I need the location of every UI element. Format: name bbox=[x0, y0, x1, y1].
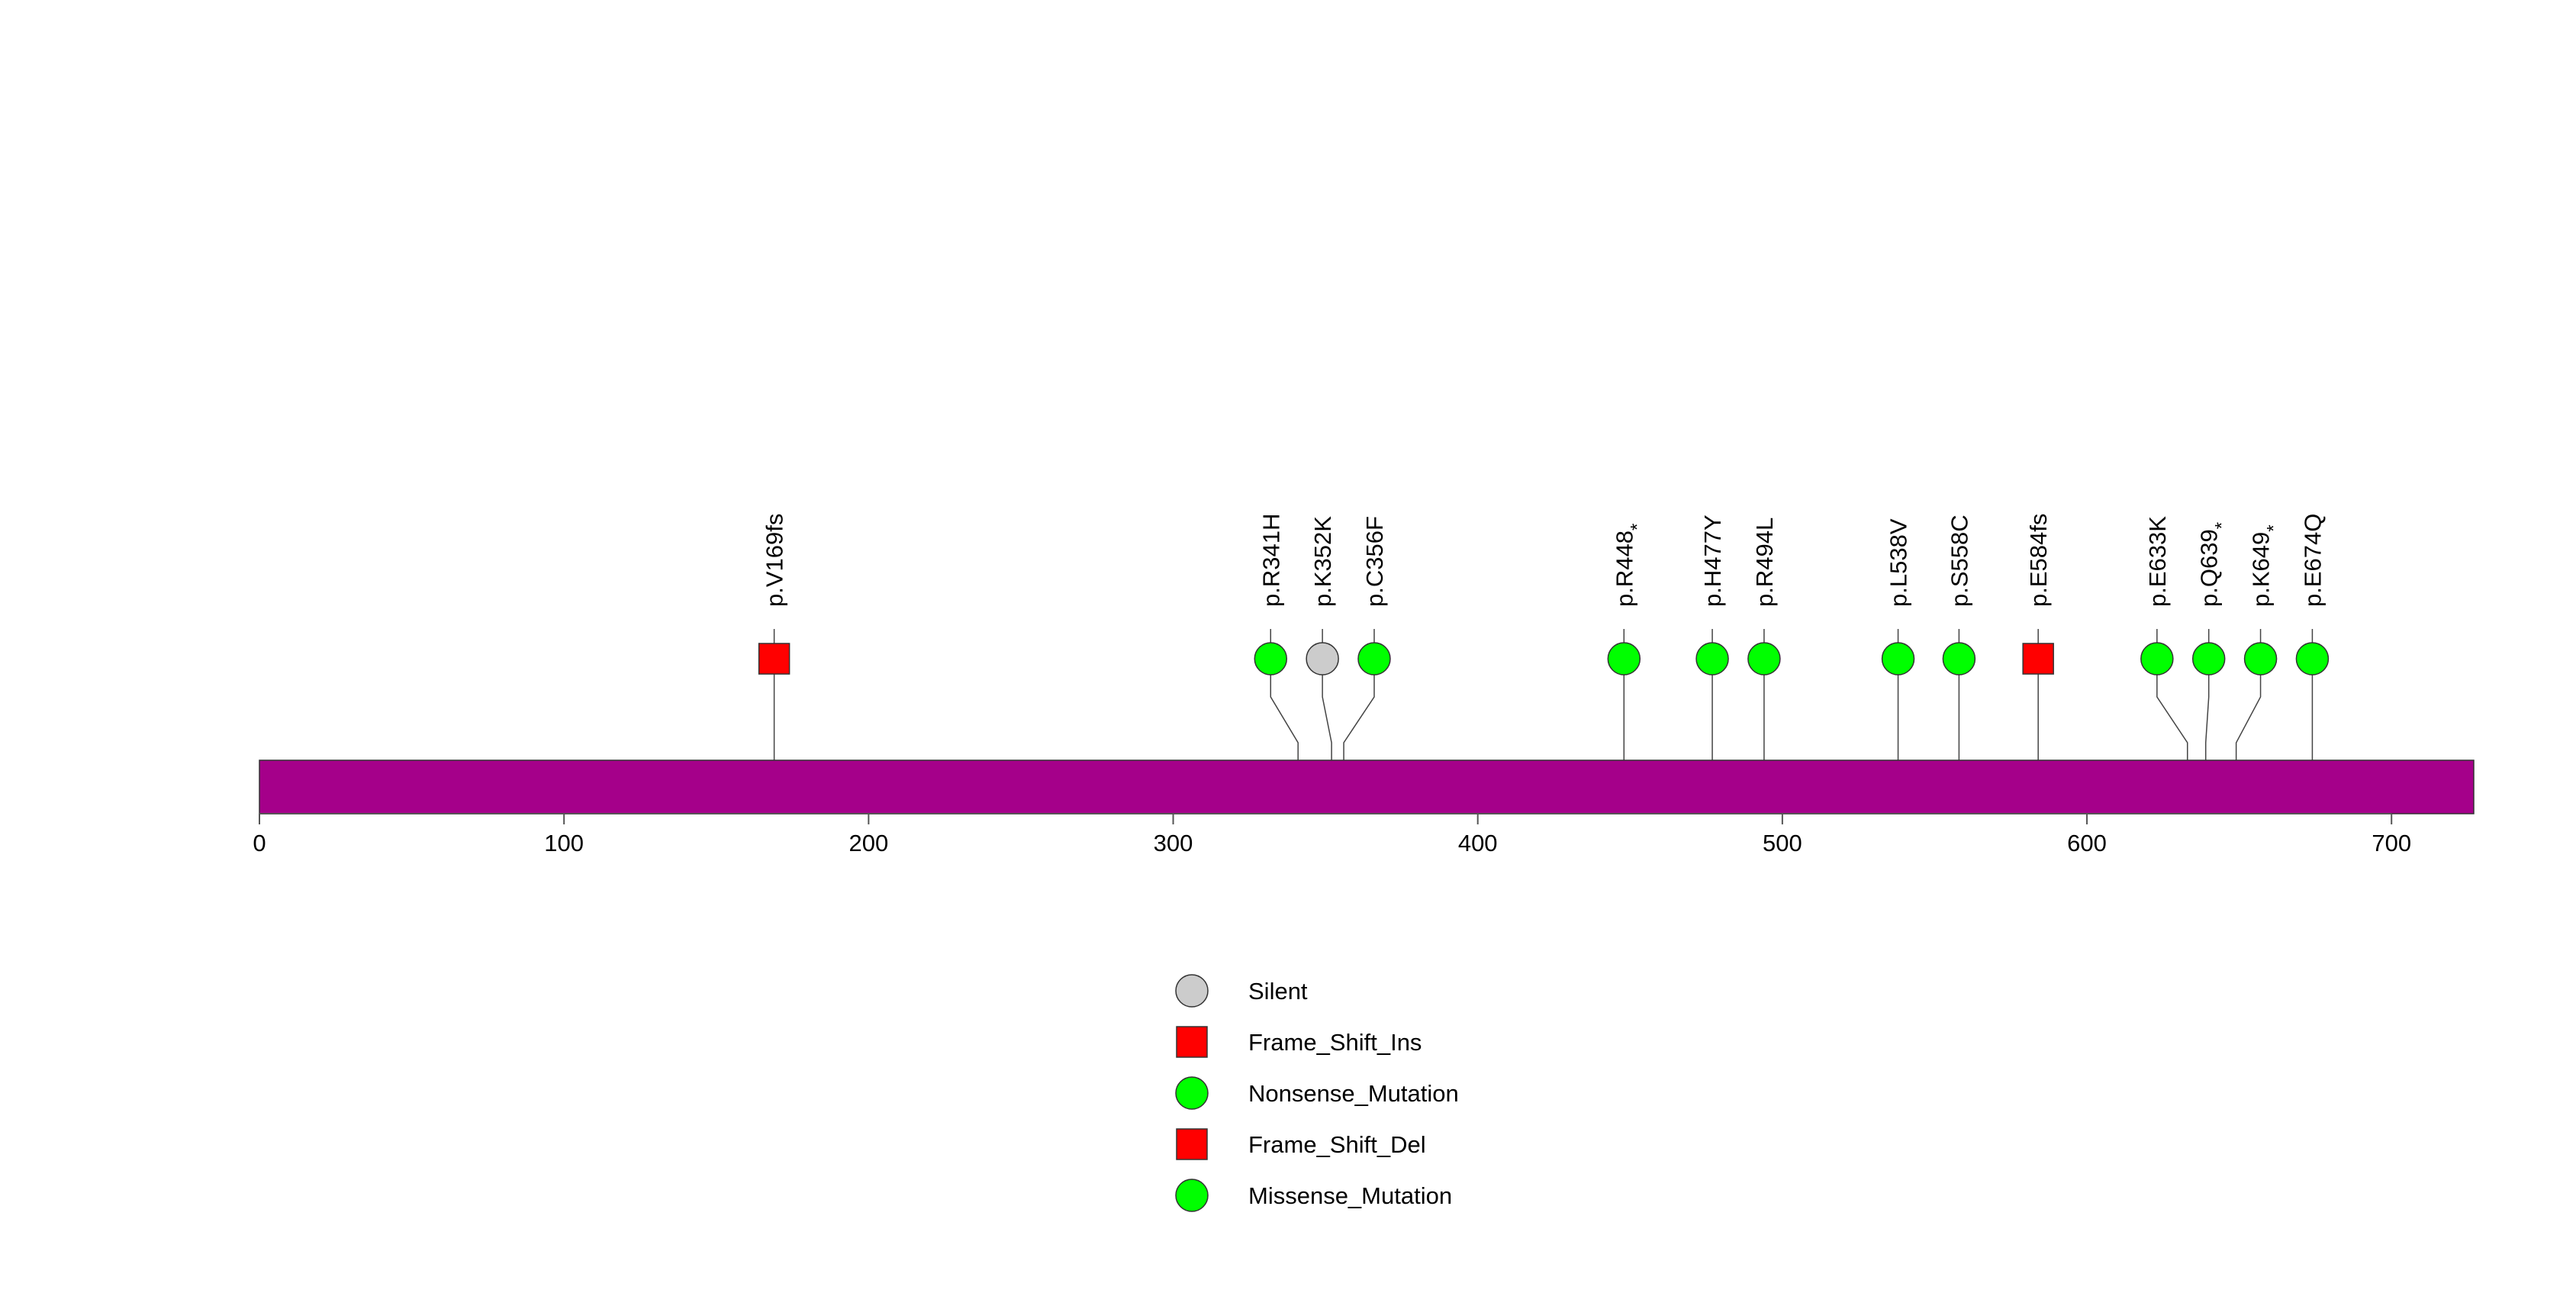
legend-swatch-square bbox=[1176, 1128, 1208, 1160]
legend-label: Frame_Shift_Del bbox=[1248, 1131, 1426, 1158]
mutation-marker-circle[interactable] bbox=[2140, 642, 2174, 676]
mutation-marker-circle[interactable] bbox=[2243, 642, 2278, 676]
x-axis-tick-label: 0 bbox=[253, 830, 266, 856]
mutation-label: p.E584fs bbox=[2025, 514, 2052, 607]
mutation-label: p.C356F bbox=[1361, 516, 1388, 607]
mutation-label: p.E633K bbox=[2144, 516, 2171, 607]
mutation-marker-square[interactable] bbox=[758, 643, 791, 675]
legend-label: Nonsense_Mutation bbox=[1248, 1080, 1459, 1107]
protein-bar bbox=[259, 759, 2475, 814]
mutation-labels: p.V169fs p.R341H p.K352K p.C356F p.R448* p.H4… bbox=[762, 514, 2326, 607]
mutation-label: p.K649* bbox=[2248, 524, 2285, 607]
mutation-marker-circle[interactable] bbox=[1306, 642, 1339, 676]
mutation-marker-circle[interactable] bbox=[2191, 642, 2226, 676]
mutation-marker-circle[interactable] bbox=[1695, 642, 1729, 676]
mutation-marker-circle[interactable] bbox=[1254, 642, 1288, 676]
mutation-label: p.V169fs bbox=[762, 514, 788, 607]
mutation-label: p.S558C bbox=[1946, 514, 1972, 607]
x-axis-tick-label: 200 bbox=[848, 830, 888, 856]
legend-swatch-circle bbox=[1175, 1179, 1209, 1212]
legend-label: Silent bbox=[1248, 978, 1308, 1005]
x-axis-tick-label: 500 bbox=[1763, 830, 1802, 856]
x-axis-tick-label: 400 bbox=[1458, 830, 1498, 856]
mutation-marker-circle[interactable] bbox=[1942, 642, 1976, 676]
mutation-marker-circle[interactable] bbox=[1607, 642, 1641, 676]
x-axis: 0 100 200 300 400 500 600 700 bbox=[253, 813, 2411, 856]
legend-label: Missense_Mutation bbox=[1248, 1182, 1452, 1209]
mutation-marker-circle[interactable] bbox=[1357, 642, 1391, 676]
mutation-label: p.H477Y bbox=[1699, 514, 1726, 607]
legend-item: Frame_Shift_Del bbox=[1176, 1128, 1426, 1160]
legend-swatch-circle bbox=[1175, 1076, 1209, 1110]
x-axis-tick-label: 300 bbox=[1154, 830, 1193, 856]
legend: Silent Frame_Shift_Ins Nonsense_Mutation Fr… bbox=[1175, 974, 1459, 1212]
mutation-label: p.R494L bbox=[1751, 518, 1778, 607]
mutation-label: p.K352K bbox=[1309, 516, 1336, 607]
mutation-marker-circle[interactable] bbox=[2295, 642, 2330, 676]
mutation-marker-circle[interactable] bbox=[1881, 642, 1915, 676]
mutation-markers bbox=[758, 642, 2330, 676]
legend-item: Frame_Shift_Ins bbox=[1176, 1026, 1422, 1058]
mutation-marker-circle[interactable] bbox=[1747, 642, 1781, 676]
legend-label: Frame_Shift_Ins bbox=[1248, 1029, 1422, 1056]
mutation-label: p.R448* bbox=[1611, 524, 1647, 607]
legend-item: Nonsense_Mutation bbox=[1175, 1076, 1459, 1110]
x-axis-tick-label: 700 bbox=[2372, 830, 2411, 856]
legend-swatch-circle bbox=[1175, 974, 1209, 1008]
x-axis-tick-label: 600 bbox=[2067, 830, 2107, 856]
mutation-label: p.E674Q bbox=[2299, 514, 2326, 607]
mutation-label: p.Q639* bbox=[2196, 522, 2233, 607]
legend-item: Missense_Mutation bbox=[1175, 1179, 1452, 1212]
legend-swatch-square bbox=[1176, 1026, 1208, 1058]
x-axis-tick-label: 100 bbox=[544, 830, 584, 856]
mutation-marker-square[interactable] bbox=[2022, 643, 2054, 675]
mutation-label: p.L538V bbox=[1885, 518, 1912, 607]
legend-item: Silent bbox=[1175, 974, 1308, 1008]
mutation-label: p.R341H bbox=[1257, 514, 1284, 607]
